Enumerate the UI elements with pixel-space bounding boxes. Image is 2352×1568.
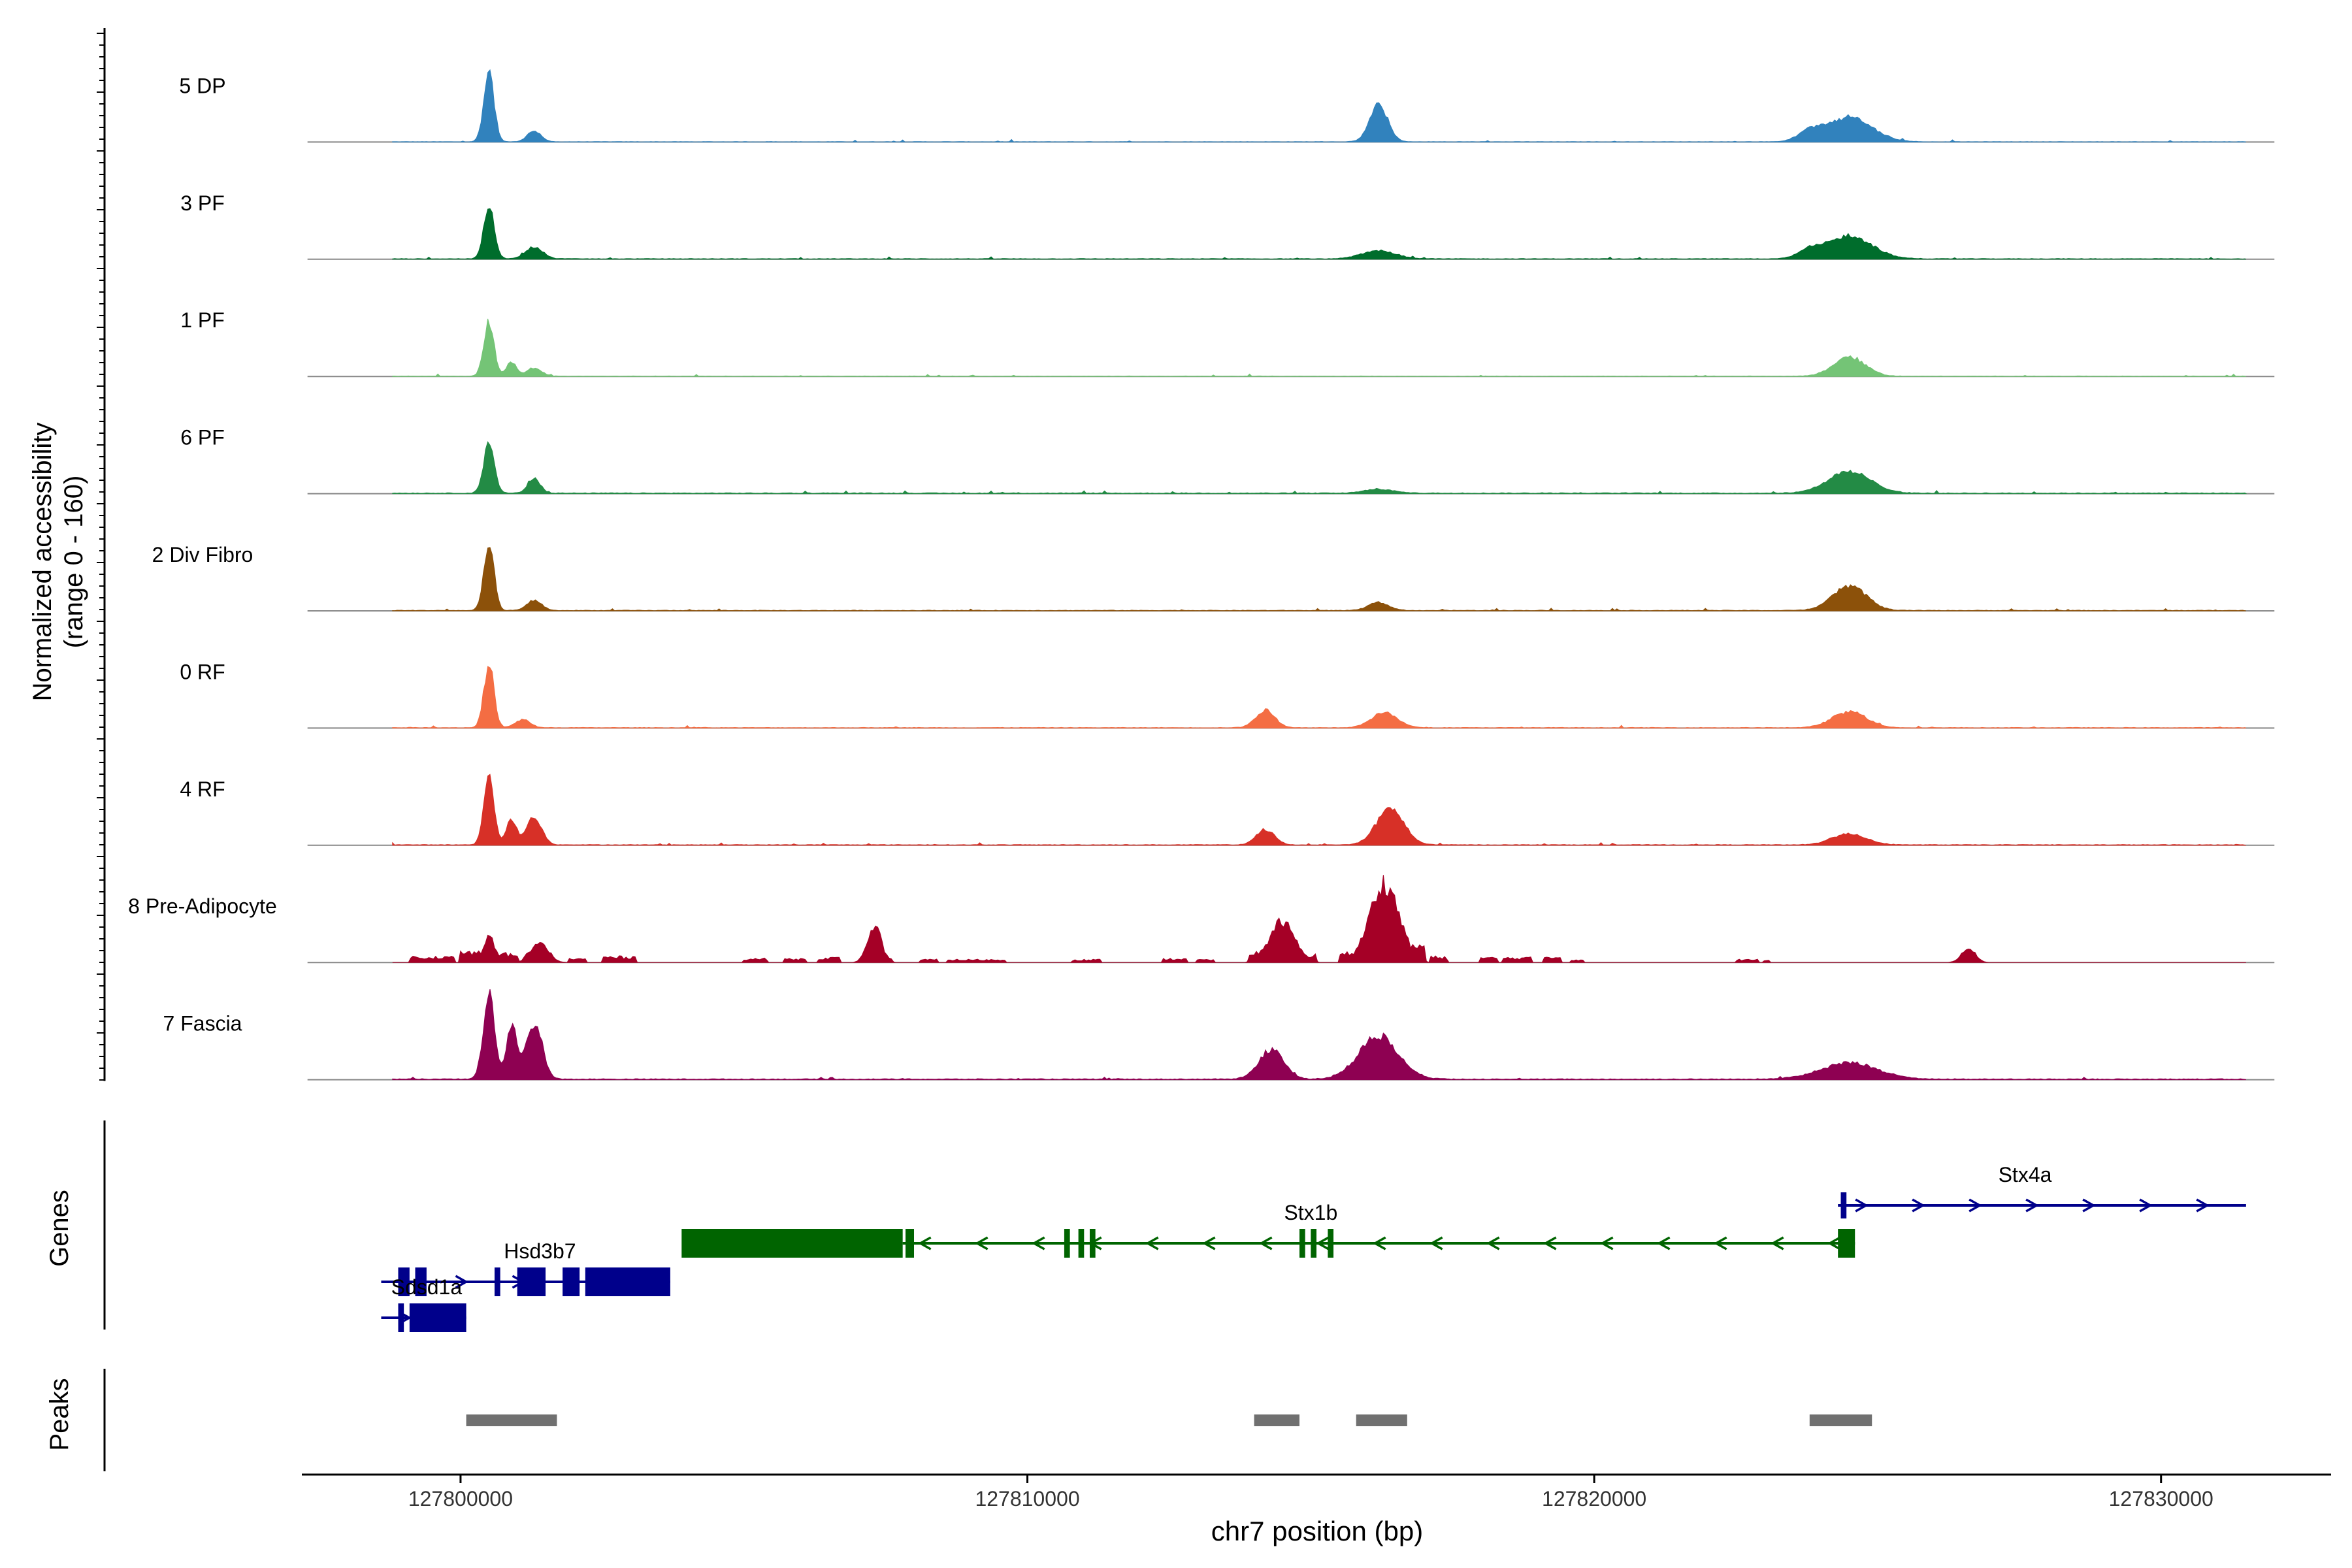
genes-panel-label: Genes xyxy=(45,1190,74,1267)
strand-arrow xyxy=(1600,1236,1614,1250)
x-tick-label: 127810000 xyxy=(975,1487,1079,1511)
gene-label: Hsd3b7 xyxy=(504,1239,576,1263)
coverage-area xyxy=(392,441,2247,495)
peak-region xyxy=(1356,1414,1407,1426)
coverage-area xyxy=(392,666,2247,728)
y-axis-label: Normalized accessibility (range 0 - 160) xyxy=(28,423,88,702)
gene-exon xyxy=(517,1267,546,1296)
strand-arrow xyxy=(918,1236,932,1250)
strand-arrow xyxy=(1714,1236,1727,1250)
gene-exon xyxy=(1064,1229,1070,1258)
gene-exon xyxy=(905,1229,915,1258)
gene-exon xyxy=(585,1267,670,1296)
gene-exon xyxy=(409,1303,466,1332)
strand-arrow xyxy=(1429,1236,1443,1250)
track-7-fascia: 7 Fascia xyxy=(163,988,2275,1081)
strand-arrow xyxy=(1486,1236,1500,1250)
strand-arrow xyxy=(2139,1198,2153,1213)
gene-exon xyxy=(1311,1229,1316,1258)
gene-label: Stx1b xyxy=(1284,1201,1337,1224)
x-axis-title: chr7 position (bp) xyxy=(1211,1516,1424,1546)
gene-hsd3b7: Hsd3b7 xyxy=(381,1239,670,1296)
track-label: 2 Div Fibro xyxy=(152,543,253,566)
gene-sdsd1a: Sdsd1a xyxy=(381,1275,466,1332)
track-0-rf: 0 RF xyxy=(180,660,2275,729)
track-6-pf: 6 PF xyxy=(180,426,2275,495)
strand-arrow xyxy=(455,1275,469,1289)
gene-label: Stx4a xyxy=(1999,1163,2052,1186)
gene-exon xyxy=(398,1267,410,1296)
track-1-pf: 1 PF xyxy=(180,308,2275,378)
peak-region xyxy=(466,1414,557,1426)
gene-exon xyxy=(494,1267,500,1296)
strand-arrow xyxy=(1855,1198,1869,1213)
coverage-area xyxy=(392,547,2246,612)
y-axis-label-line-2: (range 0 - 160) xyxy=(59,476,88,649)
gene-exon xyxy=(415,1267,427,1296)
coverage-area xyxy=(392,774,2246,846)
x-axis: chr7 position (bp) 127800000 127810000 127… xyxy=(302,1473,2331,1546)
gene-exon xyxy=(1078,1229,1085,1258)
strand-arrow xyxy=(1202,1236,1216,1250)
track-8-pre-adipocyte: 8 Pre-Adipocyte xyxy=(128,875,2275,964)
gene-exon xyxy=(1299,1229,1305,1258)
strand-arrow xyxy=(975,1236,988,1250)
gene-exon xyxy=(681,1229,903,1258)
strand-arrow xyxy=(2082,1198,2096,1213)
strand-arrow xyxy=(1259,1236,1273,1250)
track-4-rf: 4 RF xyxy=(180,774,2275,846)
peaks-panel: Peaks xyxy=(45,1369,1872,1471)
coverage-area xyxy=(392,318,2247,377)
coverage-area xyxy=(392,208,2247,260)
peaks-panel-label: Peaks xyxy=(45,1378,74,1450)
strand-arrow xyxy=(2196,1198,2210,1213)
track-label: 4 RF xyxy=(180,777,225,801)
gene-exon xyxy=(1328,1229,1334,1258)
strand-arrow xyxy=(2025,1198,2039,1213)
strand-arrow xyxy=(1373,1236,1386,1250)
track-label: 3 PF xyxy=(180,191,225,215)
track-label: 7 Fascia xyxy=(163,1012,242,1036)
gene-label: Sdsd1a xyxy=(391,1275,463,1299)
coverage-tracks: 5 DP 3 PF 1 PF 6 PF 2 Div Fibro 0 RF 4 RF 8 Pre… xyxy=(97,28,2275,1081)
peak-region xyxy=(1254,1414,1299,1426)
strand-arrow xyxy=(1827,1236,1841,1250)
coverage-area xyxy=(392,875,2246,963)
gene-exon xyxy=(1089,1229,1096,1258)
track-label: 8 Pre-Adipocyte xyxy=(128,894,277,918)
gene-exon xyxy=(398,1303,404,1332)
track-5-dp: 5 DP xyxy=(179,69,2275,143)
track-label: 0 RF xyxy=(180,660,225,683)
y-axis-label-line-1: Normalized accessibility xyxy=(28,423,57,702)
strand-arrow xyxy=(1771,1236,1784,1250)
gene-stx1b: Stx1b xyxy=(681,1201,1855,1258)
coverage-area xyxy=(392,988,2247,1081)
track-2-div-fibro: 2 Div Fibro xyxy=(152,543,2275,612)
strand-arrow xyxy=(1032,1236,1045,1250)
peak-region xyxy=(1809,1414,1872,1426)
track-label: 1 PF xyxy=(180,308,225,332)
track-label: 5 DP xyxy=(179,74,225,97)
x-tick-label: 127820000 xyxy=(1542,1487,1646,1511)
coverage-area xyxy=(392,69,2247,142)
gene-exon xyxy=(1840,1192,1847,1218)
strand-arrow xyxy=(1968,1198,1982,1213)
track-3-pf: 3 PF xyxy=(180,191,2275,260)
genes-panel: Genes Stx4a Stx1b Hsd3b7 Sdsd1a xyxy=(45,1120,2246,1332)
gene-exon xyxy=(1838,1229,1855,1258)
strand-arrow xyxy=(1657,1236,1671,1250)
x-tick-label: 127800000 xyxy=(408,1487,513,1511)
strand-arrow xyxy=(1543,1236,1557,1250)
gene-exon xyxy=(563,1267,580,1296)
strand-arrow xyxy=(1912,1198,1925,1213)
track-label: 6 PF xyxy=(180,426,225,449)
gene-stx4a: Stx4a xyxy=(1838,1163,2246,1218)
strand-arrow xyxy=(1145,1236,1159,1250)
strand-arrow xyxy=(1316,1236,1330,1250)
x-tick-label: 127830000 xyxy=(2109,1487,2213,1511)
